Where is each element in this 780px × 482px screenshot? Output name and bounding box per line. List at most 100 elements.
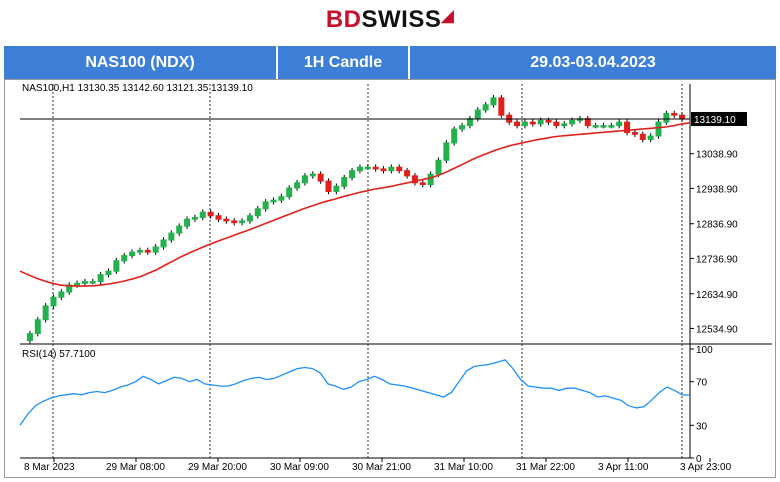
candle-body: [26, 333, 33, 342]
rsi-tick-label: 70: [696, 378, 708, 389]
candle-body: [616, 121, 623, 127]
moving-average-line: [19, 122, 691, 287]
candle-body: [404, 170, 411, 177]
logo-text-swiss: SWISS: [361, 6, 442, 33]
header-divider: [276, 46, 278, 79]
candle-body: [317, 173, 324, 182]
candle-body: [443, 142, 450, 161]
candle-body: [663, 112, 670, 123]
candle-body: [490, 97, 497, 106]
candle-body: [215, 215, 222, 220]
candle-body: [349, 170, 356, 179]
candle-body: [333, 185, 340, 192]
candle-body: [592, 125, 599, 128]
last-price-label: 13139.10: [694, 115, 736, 126]
candle-body: [42, 305, 49, 321]
chart-frame: [4, 79, 776, 478]
candle-body: [529, 121, 536, 125]
candle-body: [286, 187, 293, 198]
candle-body: [647, 135, 654, 140]
candle-body: [569, 119, 576, 125]
candle-body: [89, 281, 96, 284]
candle-body: [427, 173, 434, 186]
candle-body: [411, 175, 418, 184]
time-label: 29 Mar 20:00: [188, 462, 247, 473]
candle-body: [396, 166, 403, 172]
time-label: 31 Mar 10:00: [434, 462, 493, 473]
candle-body: [372, 166, 379, 170]
candle-body: [482, 104, 489, 111]
candle-body: [278, 196, 285, 201]
candle-body: [239, 220, 246, 224]
candle-body: [121, 255, 128, 262]
candle-body: [113, 260, 120, 272]
candle-body: [34, 319, 41, 335]
timeframe-label: 1H Candle: [303, 54, 383, 71]
candle-body: [655, 121, 662, 137]
candle-body: [600, 125, 607, 128]
candle-body: [50, 296, 57, 307]
candle-body: [466, 118, 473, 127]
chart-header-bar: NAS100 (NDX) 1H Candle 29.03-03.04.2023: [4, 46, 776, 79]
time-label: 3 Apr 23:00: [680, 462, 732, 473]
candle-body: [388, 166, 395, 172]
candle-body: [459, 125, 466, 130]
candle-body: [309, 173, 316, 177]
time-label: 30 Mar 21:00: [352, 462, 411, 473]
candle-body: [474, 109, 481, 120]
candle-body: [254, 208, 261, 217]
candle-body: [294, 182, 301, 189]
candle-body: [584, 118, 591, 127]
candle-body: [301, 175, 308, 184]
bdswiss-logo: BDSWISS◢: [0, 6, 780, 34]
candle-body: [537, 119, 544, 125]
candle-body: [631, 132, 638, 135]
candle-body: [199, 211, 206, 218]
time-label: 31 Mar 22:00: [516, 462, 575, 473]
candle-body: [184, 218, 191, 227]
candle-body: [270, 199, 277, 203]
rsi-tick-label: 30: [696, 421, 708, 432]
time-label: 3 Apr 11:00: [598, 462, 649, 473]
candle-body: [176, 225, 183, 234]
candle-body: [356, 166, 363, 172]
candle-body: [223, 218, 230, 222]
header-divider: [408, 46, 410, 79]
price-tick-label: 12938.90: [696, 184, 738, 195]
rsi-line: [19, 359, 691, 426]
price-tick-label: 12736.90: [696, 254, 738, 265]
candle-body: [553, 121, 560, 127]
candle-body: [144, 249, 151, 253]
last-price-box: [691, 111, 747, 126]
candle-body: [608, 125, 615, 128]
candle-body: [262, 201, 269, 210]
price-tick-label: 12634.90: [696, 290, 738, 301]
candle-body: [129, 251, 136, 257]
candle-body: [451, 128, 458, 144]
candle-body: [435, 159, 442, 175]
rsi-tick-label: 0: [696, 454, 702, 465]
candle-body: [545, 119, 552, 123]
candle-body: [419, 182, 426, 186]
price-tick-label: 12534.90: [696, 324, 738, 335]
candle-body: [160, 239, 167, 248]
candle-body: [380, 168, 387, 172]
candle-body: [207, 211, 214, 217]
candle-body: [679, 114, 686, 120]
candle-body: [81, 281, 88, 284]
price-tick-label: 12836.90: [696, 220, 738, 231]
rsi-label: RSI(14) 57.7100: [22, 349, 96, 360]
candle-body: [168, 232, 175, 241]
candle-body: [624, 121, 631, 134]
time-label: 29 Mar 08:00: [106, 462, 165, 473]
candle-body: [671, 112, 678, 116]
candle-body: [105, 270, 112, 276]
logo-arrow-icon: ◢: [441, 8, 455, 25]
candle-body: [639, 133, 646, 140]
candle-body: [521, 121, 528, 127]
candle-body: [341, 177, 348, 187]
candle-body: [74, 282, 81, 286]
candle-body: [364, 166, 371, 170]
candle-body: [58, 291, 65, 298]
